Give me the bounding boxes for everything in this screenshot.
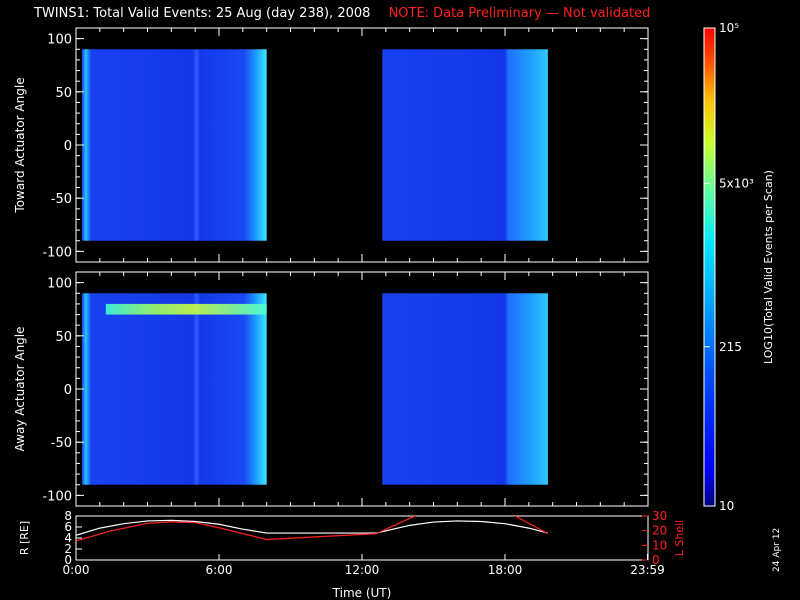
ytick-label: 8 xyxy=(64,509,72,523)
xtick-label: 23:59 xyxy=(630,563,665,577)
axes-toward: -100 -50 0 50 100 xyxy=(42,27,649,263)
ytick-label: 50 xyxy=(55,330,72,345)
ylabel-orbit-r: R [RE] xyxy=(18,521,31,555)
series-line-lshell xyxy=(76,516,549,542)
panel-frame-orbit xyxy=(75,515,649,561)
colorbar-label: LOG10(Total Valid Events per Scan) xyxy=(762,170,775,364)
colorbar-ticks: 10 215 5x10³ 10⁵ xyxy=(704,21,754,513)
ytick-label: -100 xyxy=(42,489,72,504)
ylabel-orbit-lshell: L Shell xyxy=(673,520,686,556)
heatmap-away xyxy=(82,293,548,485)
chart-title-bar: TWINS1: Total Valid Events: 25 Aug (day … xyxy=(34,6,650,21)
date-stamp: 24 Apr 12 xyxy=(772,527,782,572)
xtick-label: 12:00 xyxy=(345,563,380,577)
heatmap-block xyxy=(382,49,548,241)
heatmap-block xyxy=(82,49,267,241)
ytick-label: -50 xyxy=(51,192,72,207)
ytick-label: 4 xyxy=(64,531,72,545)
heatmap-block xyxy=(82,293,267,485)
series-line-r xyxy=(76,519,549,536)
y2tick-label: 0 xyxy=(652,553,660,567)
xtick-label: 6:00 xyxy=(206,563,233,577)
ytick-label: 100 xyxy=(47,33,72,48)
chart-note: NOTE: Data Preliminary — Not validated xyxy=(388,6,651,21)
y2tick-label: 10 xyxy=(652,538,667,552)
ylabel-toward: Toward Actuator Angle xyxy=(13,77,27,213)
heatmap-enhanced-band xyxy=(105,303,267,315)
xtick-label: 18:00 xyxy=(488,563,523,577)
ytick-label: 0 xyxy=(64,139,72,154)
heatmap-toward xyxy=(82,49,548,241)
chart-title: TWINS1: Total Valid Events: 25 Aug (day … xyxy=(34,6,371,21)
colorbar-tick-label: 215 xyxy=(719,340,742,354)
xlabel-time: Time (UT) xyxy=(332,586,392,600)
ytick-label: 2 xyxy=(64,542,72,556)
colorbar-tick-label: 10⁵ xyxy=(719,21,739,35)
axes-away: -100 -50 0 50 100 xyxy=(42,271,649,507)
ytick-label: 100 xyxy=(47,277,72,292)
ylabel-away: Away Actuator Angle xyxy=(13,326,27,451)
ytick-label: 0 xyxy=(64,383,72,398)
colorbar xyxy=(703,27,716,507)
colorbar-tick-label: 5x10³ xyxy=(719,176,754,190)
heatmap-block xyxy=(382,293,548,485)
y2tick-label: 30 xyxy=(652,509,667,523)
ytick-label: 6 xyxy=(64,520,72,534)
ytick-label: -100 xyxy=(42,245,72,260)
ytick-label: 50 xyxy=(55,86,72,101)
ytick-label: 0 xyxy=(64,553,72,567)
xtick-label: 0:00 xyxy=(63,563,90,577)
ytick-label: -50 xyxy=(51,436,72,451)
y2tick-label: 20 xyxy=(652,524,667,538)
colorbar-tick-label: 10 xyxy=(719,499,734,513)
